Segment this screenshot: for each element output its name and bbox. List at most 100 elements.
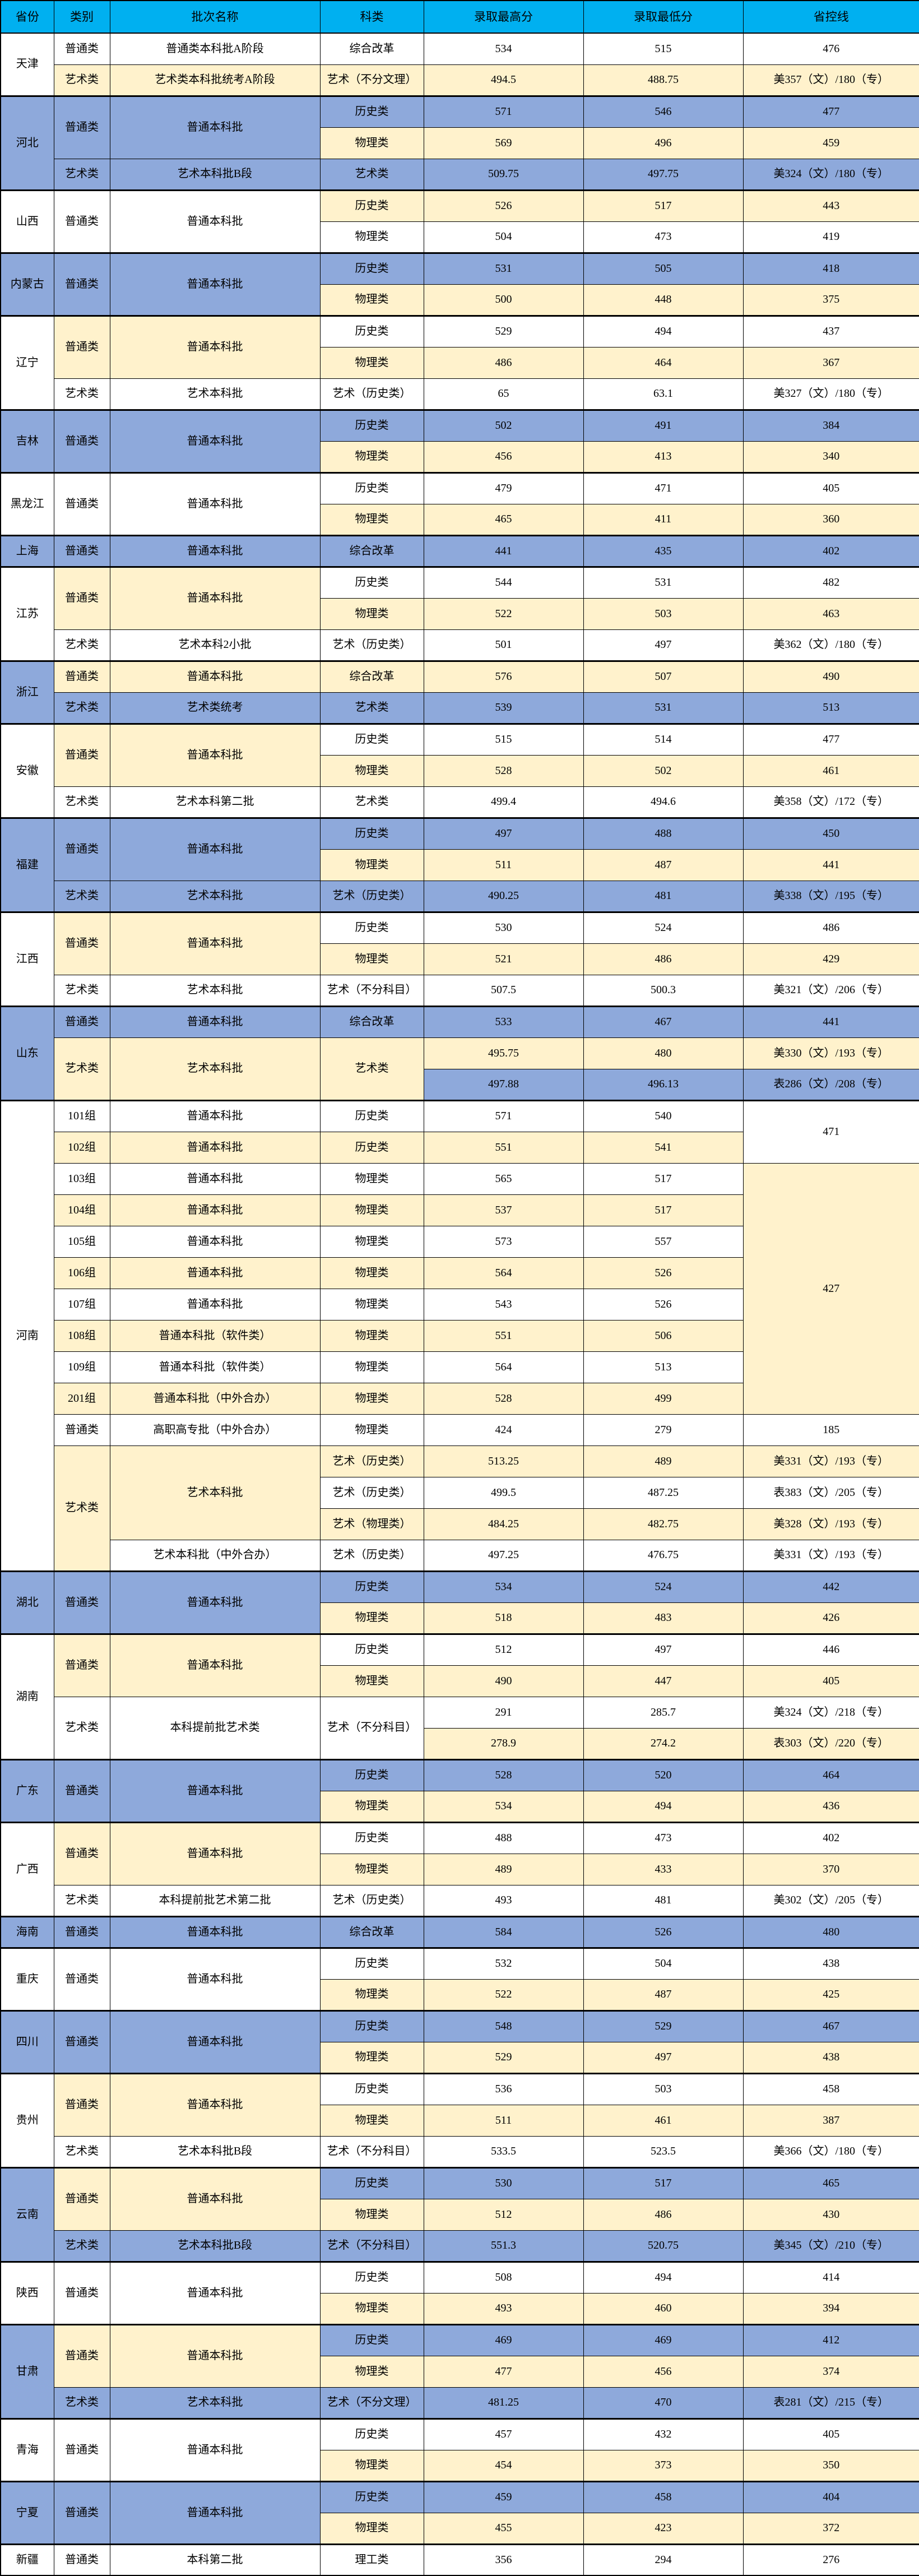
- table-row: 艺术类 本科提前批艺术第二批 艺术（历史类） 493 481 美302（文）/205（专）: [1, 1884, 919, 1917]
- cell-subject: 艺术类: [319, 1037, 424, 1101]
- cell-max-score: 564: [423, 1351, 584, 1383]
- cell-batch: 普通本科批: [109, 1570, 321, 1634]
- cell-province: 新疆: [0, 2543, 54, 2576]
- cell-category: 艺术类: [53, 64, 110, 96]
- cell-max-score: 584: [423, 1915, 584, 1948]
- table-row: 河南 101组 普通本科批 历史类 571 540 471: [0, 1099, 919, 1572]
- cell-batch: 普通本科批: [109, 1099, 321, 1132]
- table-row: 106组 普通本科批 物理类 564 526: [1, 1257, 919, 1289]
- cell-control-line: 387: [742, 2104, 919, 2137]
- cell-max-score: 534: [423, 1570, 584, 1603]
- cell-control-line: 表383（文）/205（专）: [742, 1476, 919, 1509]
- cell-province: 重庆: [0, 1947, 54, 2011]
- cell-batch: 艺术本科批B段: [109, 2230, 321, 2262]
- cell-max-score: 515: [423, 722, 584, 756]
- cell-min-score: 497: [583, 629, 744, 661]
- cell-min-score: 520: [583, 1758, 744, 1791]
- cell-max-score: 291: [423, 1696, 584, 1729]
- cell-max-score: 521: [423, 943, 584, 975]
- cell-control-line: 465: [742, 2166, 919, 2199]
- cell-min-score: 491: [583, 409, 744, 442]
- cell-category: 104组: [53, 1194, 110, 1226]
- table-row: 物理类 455 423 372: [1, 2512, 919, 2545]
- cell-max-score: 499.5: [423, 1476, 584, 1509]
- cell-batch: 普通本科批: [109, 2166, 321, 2231]
- cell-max-score: 499.4: [423, 786, 584, 818]
- cell-max-score: 479: [423, 471, 584, 504]
- cell-control-line: 480: [742, 1915, 919, 1948]
- cell-control-line: 表286（文）/208（专）: [742, 1068, 919, 1101]
- cell-max-score: 508: [423, 2260, 584, 2294]
- cell-min-score: 503: [583, 597, 744, 630]
- cell-subject: 综合改革: [319, 33, 424, 65]
- table-row: 艺术类 艺术本科批 艺术（不分科目） 507.5 500.3 美321（文）/206（专）: [1, 974, 919, 1007]
- cell-control-line: 185: [742, 1414, 919, 1446]
- cell-batch: 艺术本科批（中外合办）: [109, 1539, 321, 1572]
- table-row: 102组 普通本科批 历史类 551 541: [1, 1131, 919, 1164]
- cell-category: 艺术类: [53, 1037, 110, 1101]
- table-row: 湖南 普通类 普通本科批 历史类 512 497 446: [0, 1633, 919, 1760]
- cell-min-score: 480: [583, 1037, 744, 1069]
- cell-subject: 历史类: [319, 2009, 424, 2042]
- cell-category: 艺术类: [53, 880, 110, 912]
- cell-max-score: 564: [423, 1257, 584, 1289]
- cell-batch: 艺术本科批: [109, 974, 321, 1007]
- cell-control-line: 367: [742, 346, 919, 379]
- cell-max-score: 551: [423, 1319, 584, 1352]
- cell-min-score: 447: [583, 1665, 744, 1697]
- cell-subject: 综合改革: [319, 1005, 424, 1038]
- table-row: 物理类 456 413 340: [1, 441, 919, 473]
- cell-control-line: 436: [742, 1790, 919, 1823]
- cell-province: 宁夏: [0, 2480, 54, 2545]
- table-row: 艺术类 艺术类统考 艺术类 539 531 513: [1, 692, 919, 724]
- table-row: 重庆 普通类 普通本科批 历史类 532 504 438: [0, 1947, 919, 2011]
- cell-max-score: 513.25: [423, 1445, 584, 1477]
- cell-min-score: 541: [583, 1131, 744, 1164]
- cell-min-score: 502: [583, 754, 744, 787]
- cell-subject: 物理类: [319, 849, 424, 881]
- table-row: 山西 普通类 普通本科批 历史类 526 517 443: [0, 189, 919, 253]
- cell-category: 普通类: [53, 534, 110, 567]
- cell-province: 安徽: [0, 722, 54, 818]
- cell-min-score: 497.75: [583, 158, 744, 191]
- table-row: 物理类 511 461 387: [1, 2104, 919, 2137]
- column-header-batch: 批次名称: [109, 0, 321, 34]
- cell-category: 艺术类: [53, 1884, 110, 1917]
- cell-control-line: 418: [742, 252, 919, 285]
- cell-batch: 普通本科批: [109, 95, 321, 159]
- cell-province: 上海: [0, 534, 54, 567]
- table-row: 497.88 496.13 表286（文）/208（专）: [1, 1068, 919, 1101]
- cell-subject: 物理类: [319, 1194, 424, 1226]
- table-row: 艺术类 本科提前批艺术类 艺术（不分科目） 291 285.7 美324（文）/218（专…: [1, 1696, 919, 1760]
- column-header-category: 类别: [53, 0, 110, 34]
- cell-province: 河南: [0, 1099, 54, 1572]
- cell-max-score: 531: [423, 252, 584, 285]
- cell-subject: 历史类: [319, 566, 424, 599]
- cell-control-line: 404: [742, 2480, 919, 2513]
- cell-province: 浙江: [0, 660, 54, 724]
- cell-max-score: 65: [423, 378, 584, 410]
- cell-control-line: 442: [742, 1570, 919, 1603]
- cell-max-score: 459: [423, 2480, 584, 2513]
- cell-batch: 普通本科批: [109, 660, 321, 693]
- cell-min-score: 499: [583, 1382, 744, 1415]
- cell-subject: 历史类: [319, 1570, 424, 1603]
- cell-max-score: 490: [423, 1665, 584, 1697]
- table-row: 物理类 529 497 438: [1, 2041, 919, 2074]
- cell-category: 普通类: [53, 1947, 110, 2011]
- table-row: 上海 普通类 普通本科批 综合改革 441 435 402: [0, 534, 919, 567]
- table-row: 福建 普通类 普通本科批 历史类 497 488 450: [0, 817, 919, 912]
- cell-subject: 综合改革: [319, 534, 424, 567]
- cell-max-score: 571: [423, 1099, 584, 1132]
- cell-min-score: 517: [583, 1162, 744, 1195]
- cell-subject: 艺术（历史类）: [319, 378, 424, 410]
- cell-control-line: 美302（文）/205（专）: [742, 1884, 919, 1917]
- column-header-max-score: 录取最高分: [423, 0, 584, 34]
- cell-max-score: 533.5: [423, 2135, 584, 2168]
- table-row: 浙江 普通类 普通本科批 综合改革 576 507 490: [0, 660, 919, 724]
- cell-category: 108组: [53, 1319, 110, 1352]
- cell-min-score: 523.5: [583, 2135, 744, 2168]
- cell-max-score: 576: [423, 660, 584, 693]
- cell-max-score: 539: [423, 692, 584, 724]
- cell-category: 艺术类: [53, 2387, 110, 2419]
